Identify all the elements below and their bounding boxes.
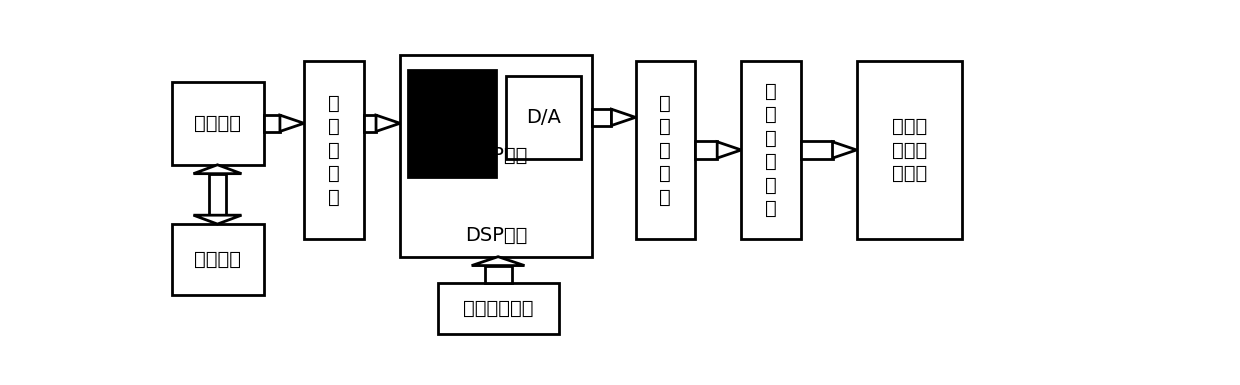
Bar (408, 70, 496, 177)
Polygon shape (611, 109, 635, 126)
Bar (172, 224, 264, 295)
Text: DSP平台: DSP平台 (465, 226, 527, 245)
Bar (172, 82, 264, 165)
Bar (742, 61, 801, 239)
Bar (304, 61, 363, 239)
Text: 功
率
放
大
器: 功 率 放 大 器 (660, 94, 671, 206)
Text: 音频信号: 音频信号 (195, 114, 242, 133)
Bar (439, 283, 558, 334)
Polygon shape (280, 115, 304, 131)
Polygon shape (193, 165, 242, 174)
Text: 超声波
换能器
阵　列: 超声波 换能器 阵 列 (892, 117, 928, 183)
Bar (401, 55, 593, 257)
Text: DSP平台: DSP平台 (465, 146, 527, 166)
Text: 阻
抗
匹
配
网
络: 阻 抗 匹 配 网 络 (765, 82, 777, 218)
Bar (801, 141, 832, 159)
Bar (593, 109, 611, 126)
Text: D/A: D/A (526, 108, 560, 127)
Bar (208, 174, 226, 215)
Bar (363, 115, 376, 132)
Bar (264, 115, 280, 132)
Text: 红外感应模块: 红外感应模块 (464, 299, 533, 318)
Text: 蓝牙模块: 蓝牙模块 (195, 250, 242, 269)
Polygon shape (832, 142, 857, 158)
Polygon shape (717, 142, 742, 158)
Bar (635, 61, 696, 239)
Polygon shape (471, 257, 525, 266)
Bar (506, 76, 580, 159)
Bar (485, 266, 512, 283)
Bar (696, 141, 717, 159)
Text: 前
置
放
大
器: 前 置 放 大 器 (327, 94, 340, 206)
Bar (857, 61, 962, 239)
Polygon shape (193, 215, 242, 224)
Polygon shape (376, 115, 401, 131)
